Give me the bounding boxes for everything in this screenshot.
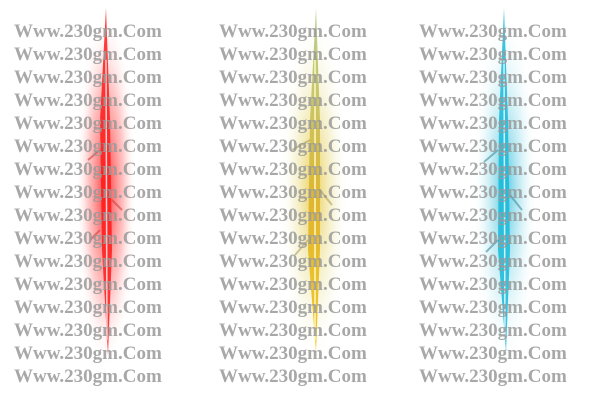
watermark-text: Www.230gm.Com — [419, 44, 567, 65]
watermark-text: Www.230gm.Com — [419, 228, 567, 249]
watermark-text: Www.230gm.Com — [419, 251, 567, 272]
watermark-text: Www.230gm.Com — [14, 251, 162, 272]
watermark-text: Www.230gm.Com — [219, 182, 367, 203]
watermark-text: Www.230gm.Com — [419, 205, 567, 226]
watermark-text: Www.230gm.Com — [14, 136, 162, 157]
watermark-text: Www.230gm.Com — [219, 159, 367, 180]
watermark-text: Www.230gm.Com — [419, 182, 567, 203]
watermark-text: Www.230gm.Com — [219, 366, 367, 387]
watermark-text: Www.230gm.Com — [419, 90, 567, 111]
watermark-text: Www.230gm.Com — [419, 136, 567, 157]
watermark-text: Www.230gm.Com — [14, 228, 162, 249]
watermark-text: Www.230gm.Com — [419, 21, 567, 42]
watermark-text: Www.230gm.Com — [14, 343, 162, 364]
watermark-text: Www.230gm.Com — [14, 21, 162, 42]
watermark-text: Www.230gm.Com — [219, 90, 367, 111]
cyan-sword — [473, 8, 537, 370]
watermark-text: Www.230gm.Com — [419, 297, 567, 318]
watermark-text: Www.230gm.Com — [419, 159, 567, 180]
watermark-text: Www.230gm.Com — [14, 90, 162, 111]
watermark-text: Www.230gm.Com — [219, 343, 367, 364]
watermark-text: Www.230gm.Com — [14, 182, 162, 203]
watermark-text: Www.230gm.Com — [14, 297, 162, 318]
watermark-text: Www.230gm.Com — [219, 320, 367, 341]
watermark-text: Www.230gm.Com — [219, 297, 367, 318]
watermark-text: Www.230gm.Com — [219, 251, 367, 272]
watermark-text: Www.230gm.Com — [419, 113, 567, 134]
red-sword — [76, 8, 136, 370]
yellow-sword — [280, 8, 348, 370]
watermark-text: Www.230gm.Com — [14, 320, 162, 341]
watermark-text: Www.230gm.Com — [219, 228, 367, 249]
watermark-text: Www.230gm.Com — [219, 205, 367, 226]
watermark-text: Www.230gm.Com — [219, 44, 367, 65]
watermark-text: Www.230gm.Com — [419, 274, 567, 295]
watermark-text: Www.230gm.Com — [219, 21, 367, 42]
watermark-text: Www.230gm.Com — [219, 67, 367, 88]
watermark-text: Www.230gm.Com — [14, 366, 162, 387]
watermark-text: Www.230gm.Com — [14, 205, 162, 226]
watermark-text: Www.230gm.Com — [219, 136, 367, 157]
watermark-text: Www.230gm.Com — [14, 67, 162, 88]
watermark-text: Www.230gm.Com — [219, 113, 367, 134]
watermark-text: Www.230gm.Com — [419, 366, 567, 387]
watermark-text: Www.230gm.Com — [14, 44, 162, 65]
watermark-text: Www.230gm.Com — [14, 274, 162, 295]
watermark-text: Www.230gm.Com — [14, 159, 162, 180]
watermark-text: Www.230gm.Com — [419, 320, 567, 341]
watermark-text: Www.230gm.Com — [419, 67, 567, 88]
watermark-text: Www.230gm.Com — [219, 274, 367, 295]
watermark-text: Www.230gm.Com — [419, 343, 567, 364]
watermark-text: Www.230gm.Com — [14, 113, 162, 134]
